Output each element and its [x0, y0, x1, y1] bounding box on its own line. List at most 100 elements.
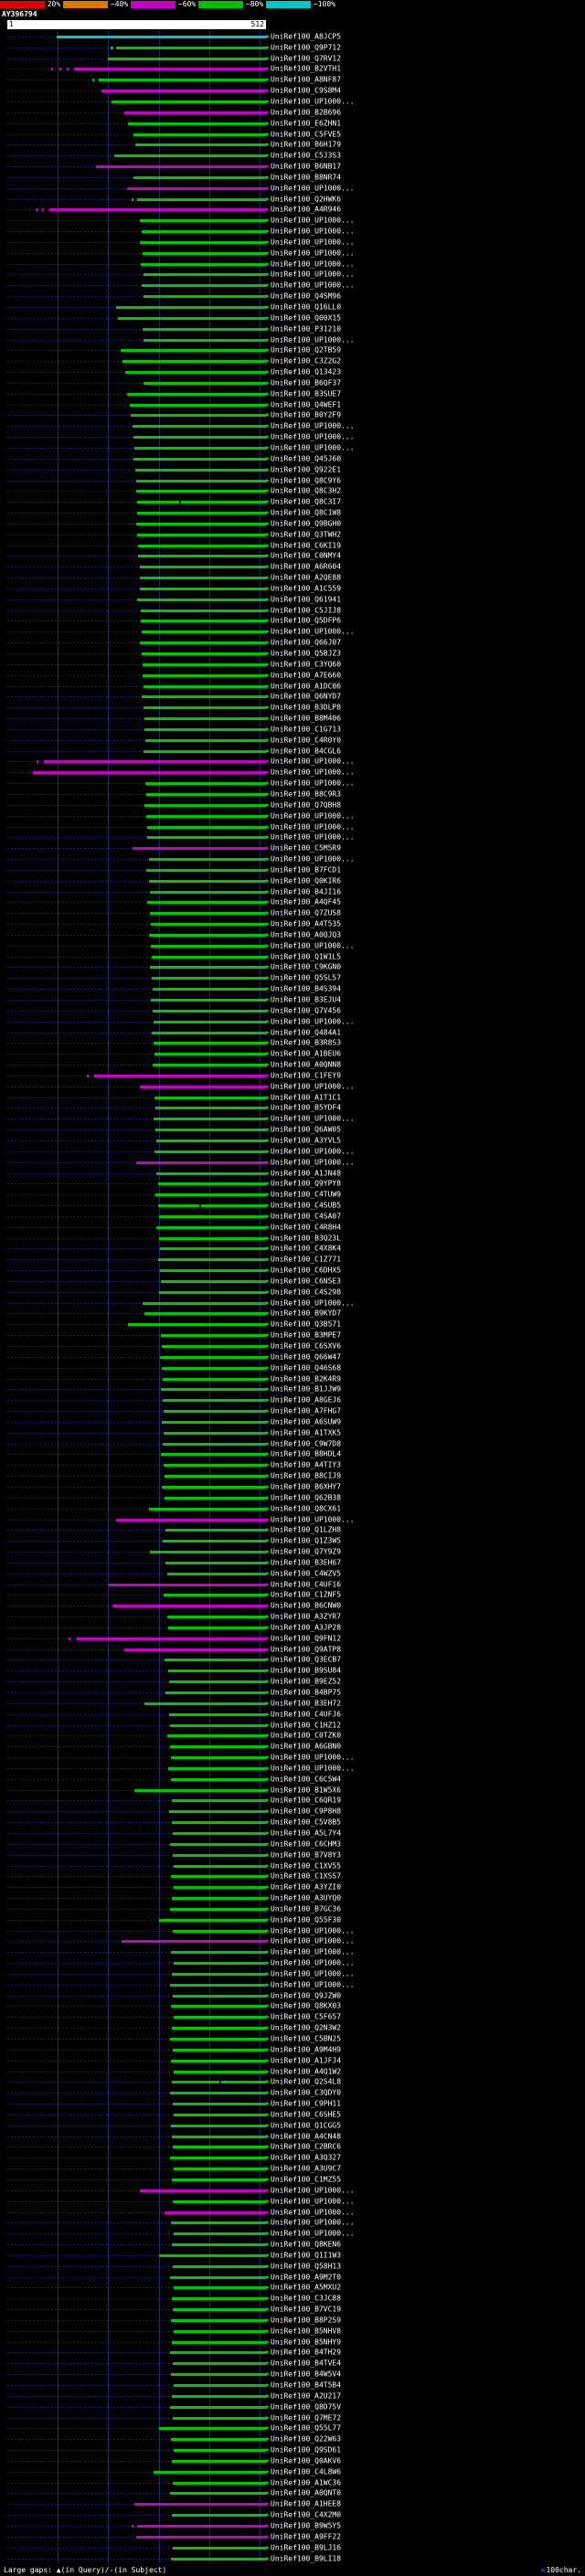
hit-row[interactable]: UniRef100_Q7V456	[0, 1005, 585, 1016]
hit-label[interactable]: UniRef100_C1XSS7	[271, 1871, 342, 1881]
alignment-bar[interactable]	[133, 436, 266, 440]
alignment-bar[interactable]	[164, 1464, 266, 1468]
hit-label[interactable]: UniRef100_Q8C3H2	[271, 486, 342, 495]
hit-row[interactable]: UniRef100_A1BEU6	[0, 1048, 585, 1059]
alignment-bar[interactable]	[155, 1107, 266, 1110]
hit-label[interactable]: UniRef100_Q5DFP6	[271, 616, 342, 625]
alignment-bar[interactable]	[161, 1345, 266, 1349]
hit-label[interactable]: UniRef100_C1FEY9	[271, 1071, 342, 1080]
hit-label[interactable]: UniRef100_C1MZ55	[271, 2175, 342, 2184]
alignment-bar[interactable]	[163, 1399, 266, 1403]
hit-row[interactable]: UniRef100_UP1000...	[0, 1979, 585, 1990]
hit-row[interactable]: UniRef100_A8JCP5	[0, 31, 585, 42]
hit-label[interactable]: UniRef100_B8NR74	[271, 173, 342, 182]
alignment-bar[interactable]	[163, 1442, 266, 1446]
hit-label[interactable]: UniRef100_A0QNN8	[271, 1060, 342, 1069]
hit-row[interactable]: UniRef100_Q5BJZ3	[0, 648, 585, 659]
alignment-bar[interactable]	[133, 457, 266, 461]
hit-row[interactable]: UniRef100_A4T535	[0, 918, 585, 929]
hit-label[interactable]: UniRef100_Q58H13	[271, 2262, 342, 2271]
hit-row[interactable]: UniRef100_C5BN25	[0, 2033, 585, 2044]
hit-row[interactable]: UniRef100_Q58H13	[0, 2261, 585, 2272]
hit-row[interactable]: UniRef100_C6SHE5	[0, 2109, 585, 2120]
hit-row[interactable]: UniRef100_Q8C3I7	[0, 496, 585, 507]
hit-label[interactable]: UniRef100_UP1000...	[271, 238, 355, 247]
hit-label[interactable]: UniRef100_B1JJW9	[271, 1384, 342, 1394]
alignment-bar[interactable]	[144, 338, 266, 342]
hit-label[interactable]: UniRef100_B6QF37	[271, 378, 342, 387]
hit-label[interactable]: UniRef100_C9S8M4	[271, 86, 342, 95]
hit-label[interactable]: UniRef100_B3EH67	[271, 1558, 342, 1567]
hit-row[interactable]: UniRef100_A5L7Y4	[0, 1828, 585, 1839]
hit-label[interactable]: UniRef100_C4UFJ6	[271, 1710, 342, 1719]
hit-label[interactable]: UniRef100_Q8C1W8	[271, 508, 342, 517]
alignment-bar[interactable]	[172, 2243, 266, 2247]
alignment-bar[interactable]	[168, 1680, 266, 1684]
hit-label[interactable]: UniRef100_A4QF45	[271, 897, 342, 906]
hit-row[interactable]: UniRef100_C4UF16	[0, 1579, 585, 1590]
hit-row[interactable]: UniRef100_C9PH11	[0, 2098, 585, 2109]
hit-label[interactable]: UniRef100_A7E660	[271, 671, 342, 680]
hit-row[interactable]: UniRef100_UP1000...	[0, 2185, 585, 2196]
alignment-bar[interactable]	[172, 2340, 266, 2344]
alignment-bar[interactable]	[174, 2070, 266, 2073]
hit-label[interactable]: UniRef100_UP1000...	[271, 627, 355, 636]
hit-label[interactable]: UniRef100_Q3ECB7	[271, 1655, 342, 1664]
hit-label[interactable]: UniRef100_A2QE88	[271, 573, 342, 582]
hit-label[interactable]: UniRef100_C3YQ60	[271, 660, 342, 669]
hit-label[interactable]: UniRef100_Q66J07	[271, 638, 342, 647]
hit-label[interactable]: UniRef100_Q9P712	[271, 43, 342, 52]
hit-row[interactable]: UniRef100_UP1000...	[0, 767, 585, 778]
alignment-bar[interactable]	[111, 100, 266, 103]
alignment-bar[interactable]	[172, 1821, 266, 1825]
alignment-bar[interactable]	[157, 1258, 266, 1262]
alignment-bar[interactable]	[66, 68, 69, 71]
hit-row[interactable]: UniRef100_Q7Y9Z9	[0, 1546, 585, 1557]
hit-label[interactable]: UniRef100_A3UYQ0	[271, 1893, 342, 1903]
hit-row[interactable]: UniRef100_C4L8W6	[0, 2466, 585, 2477]
alignment-bar[interactable]	[116, 46, 266, 49]
hit-row[interactable]: UniRef100_Q2S4L8	[0, 2076, 585, 2087]
hit-row[interactable]: UniRef100_B1JJW9	[0, 1383, 585, 1394]
hit-row[interactable]: UniRef100_B6QF37	[0, 377, 585, 388]
hit-row[interactable]: UniRef100_B4TH29	[0, 2348, 585, 2359]
alignment-bar[interactable]	[144, 706, 266, 710]
hit-label[interactable]: UniRef100_UP1000...	[271, 184, 355, 193]
alignment-bar[interactable]	[140, 609, 266, 612]
hit-row[interactable]: UniRef100_B9SU84	[0, 1665, 585, 1676]
hit-row[interactable]: UniRef100_UP1000...	[0, 1968, 585, 1979]
hit-row[interactable]: UniRef100_C9S8M4	[0, 85, 585, 96]
hit-label[interactable]: UniRef100_Q8KEN6	[271, 2240, 342, 2249]
hit-label[interactable]: UniRef100_B6XHY7	[271, 1482, 342, 1491]
hit-row[interactable]: UniRef100_Q55L77	[0, 2422, 585, 2433]
hit-row[interactable]: UniRef100_B4W5V4	[0, 2369, 585, 2380]
hit-row[interactable]: UniRef100_UP1000...	[0, 237, 585, 248]
hit-row[interactable]: UniRef100_Q2N3W2	[0, 2022, 585, 2033]
alignment-bar[interactable]	[148, 1507, 266, 1511]
hit-row[interactable]: UniRef100_Q922E1	[0, 464, 585, 475]
hit-label[interactable]: UniRef100_Q8D75V	[271, 2402, 342, 2412]
hit-row[interactable]: UniRef100_UP1000...	[0, 1925, 585, 1936]
hit-label[interactable]: UniRef100_UP1000...	[271, 2218, 355, 2227]
hit-label[interactable]: UniRef100_B3EH72	[271, 1699, 342, 1708]
alignment-bar[interactable]	[158, 1214, 266, 1218]
hit-label[interactable]: UniRef100_Q7Y9Z9	[271, 1547, 342, 1556]
hit-label[interactable]: UniRef100_UP1000...	[271, 941, 355, 950]
hit-label[interactable]: UniRef100_Q55L77	[271, 2423, 342, 2433]
hit-row[interactable]: UniRef100_UP1000...	[0, 811, 585, 822]
alignment-bar[interactable]	[135, 143, 266, 147]
hit-label[interactable]: UniRef100_C4WZV5	[271, 1569, 342, 1578]
alignment-bar[interactable]	[132, 425, 266, 429]
hit-label[interactable]: UniRef100_B9LI18	[271, 2554, 342, 2563]
alignment-bar[interactable]	[149, 890, 266, 894]
alignment-bar[interactable]	[174, 2286, 266, 2290]
hit-row[interactable]: UniRef100_C5M5R9	[0, 843, 585, 853]
hit-row[interactable]: UniRef100_B2B696	[0, 107, 585, 118]
alignment-bar[interactable]	[133, 175, 266, 179]
alignment-bar[interactable]	[144, 684, 266, 688]
alignment-bar[interactable]	[164, 1594, 266, 1597]
alignment-bar[interactable]	[169, 2275, 266, 2279]
hit-row[interactable]: UniRef100_A1HEE8	[0, 2498, 585, 2509]
hit-label[interactable]: UniRef100_UP1000...	[271, 1158, 355, 1167]
hit-row[interactable]: UniRef100_C4S298	[0, 1287, 585, 1298]
